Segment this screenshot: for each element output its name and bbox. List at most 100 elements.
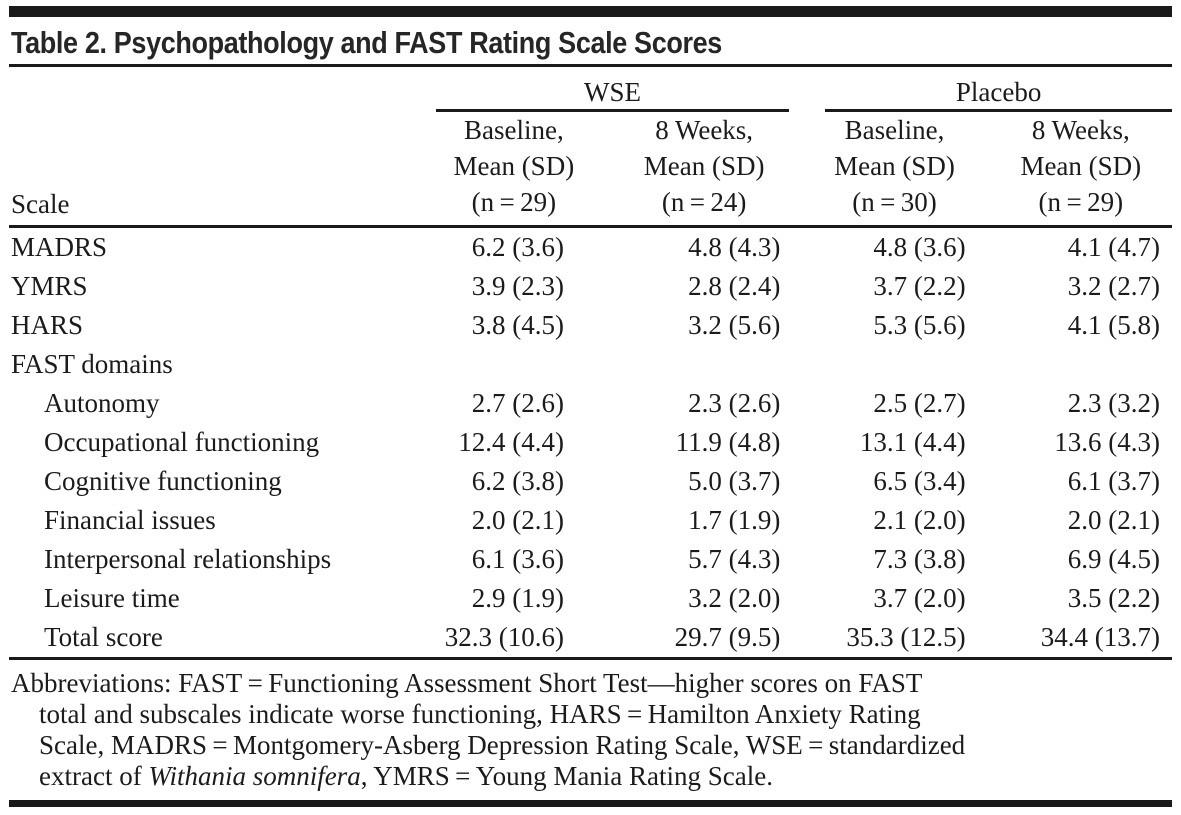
cell-value: 7.3 (3.8) <box>873 544 966 574</box>
table-row: Interpersonal relationships 6.1 (3.6) 5.… <box>9 540 1172 579</box>
column-header-line: Mean (SD) <box>453 151 575 181</box>
cell-value: 2.0 (2.1) <box>471 505 564 535</box>
cell-value: 6.5 (3.4) <box>873 466 966 496</box>
table-row: YMRS 3.9 (2.3) 2.8 (2.4) 3.7 (2.2) 3.2 (… <box>9 267 1172 306</box>
column-header-line: (n = 29) <box>471 187 557 217</box>
column-header-line: (n = 24) <box>661 187 747 217</box>
cell-value: 3.8 (4.5) <box>471 310 564 340</box>
column-header-line: 8 Weeks, <box>1031 115 1130 145</box>
column-header-line: Baseline, <box>844 115 945 145</box>
column-group-placebo: Placebo <box>799 67 1172 112</box>
column-header-line: Mean (SD) <box>643 151 765 181</box>
cell-value: 3.9 (2.3) <box>471 271 564 301</box>
column-header-wse-baseline: Baseline, Mean (SD) (n = 29) <box>419 112 609 227</box>
column-group-wse-label: WSE <box>435 75 790 112</box>
cell-value: 2.7 (2.6) <box>471 388 564 418</box>
group-header-spacer <box>9 67 419 112</box>
table-row: Occupational functioning 12.4 (4.4) 11.9… <box>9 423 1172 462</box>
column-group-wse: WSE <box>419 67 800 112</box>
column-group-placebo-label: Placebo <box>825 75 1172 112</box>
cell-value: 3.5 (2.2) <box>1067 583 1160 613</box>
bottom-rule <box>9 800 1172 807</box>
cell-value <box>990 345 1172 384</box>
row-label: MADRS <box>11 232 108 262</box>
column-header-line: (n = 30) <box>852 187 937 217</box>
cell-value: 6.9 (4.5) <box>1067 544 1160 574</box>
column-header-row: Scale Baseline, Mean (SD) (n = 29) 8 Wee… <box>9 112 1172 227</box>
table-row: Financial issues 2.0 (2.1) 1.7 (1.9) 2.1… <box>9 501 1172 540</box>
cell-value: 3.7 (2.2) <box>873 271 966 301</box>
cell-value: 2.3 (3.2) <box>1067 388 1160 418</box>
table-row: Leisure time 2.9 (1.9) 3.2 (2.0) 3.7 (2.… <box>9 579 1172 618</box>
table-row: Autonomy 2.7 (2.6) 2.3 (2.6) 2.5 (2.7) 2… <box>9 384 1172 423</box>
table-row: Total score 32.3 (10.6) 29.7 (9.5) 35.3 … <box>9 618 1172 659</box>
row-label: YMRS <box>11 271 88 301</box>
cell-value: 2.1 (2.0) <box>873 505 966 535</box>
column-header-line: Mean (SD) <box>834 151 955 181</box>
cell-value: 5.3 (5.6) <box>873 310 966 340</box>
table-row: MADRS 6.2 (3.6) 4.8 (4.3) 4.8 (3.6) 4.1 … <box>9 227 1172 268</box>
cell-value: 4.1 (5.8) <box>1067 310 1160 340</box>
column-header-placebo-baseline: Baseline, Mean (SD) (n = 30) <box>799 112 989 227</box>
footnote-line: total and subscales indicate worse funct… <box>39 699 921 729</box>
row-label: FAST domains <box>11 349 173 379</box>
row-label: Interpersonal relationships <box>44 544 332 574</box>
cell-value: 12.4 (4.4) <box>458 427 564 457</box>
column-header-line: (n = 29) <box>1038 187 1124 217</box>
cell-value <box>419 345 609 384</box>
footnote-text: extract of <box>39 761 149 791</box>
cell-value: 4.8 (4.3) <box>688 232 781 262</box>
column-header-line: Baseline, <box>463 115 564 145</box>
table-row: FAST domains <box>9 345 1172 384</box>
row-label: Total score <box>44 622 163 652</box>
cell-value: 11.9 (4.8) <box>675 427 781 457</box>
footnote-text: , YMRS = Young Mania Rating Scale. <box>360 761 774 791</box>
cell-value: 6.1 (3.7) <box>1067 466 1160 496</box>
cell-value: 13.6 (4.3) <box>1054 427 1160 457</box>
group-header-row: WSE Placebo <box>9 67 1172 112</box>
cell-value: 4.8 (3.6) <box>873 232 966 262</box>
cell-value: 4.1 (4.7) <box>1067 232 1160 262</box>
column-header-line: Mean (SD) <box>1020 151 1142 181</box>
table-title: Table 2. Psychopathology and FAST Rating… <box>11 25 722 60</box>
column-header-placebo-8weeks: 8 Weeks, Mean (SD) (n = 29) <box>990 112 1172 227</box>
cell-value: 2.8 (2.4) <box>688 271 781 301</box>
footnote-species-name: Withania somnifera <box>148 761 361 791</box>
row-label: Leisure time <box>44 583 180 613</box>
cell-value: 5.0 (3.7) <box>688 466 781 496</box>
row-label: Autonomy <box>44 388 160 418</box>
cell-value: 2.0 (2.1) <box>1067 505 1160 535</box>
table-row: HARS 3.8 (4.5) 3.2 (5.6) 5.3 (5.6) 4.1 (… <box>9 306 1172 345</box>
cell-value: 2.5 (2.7) <box>873 388 966 418</box>
column-header-line: 8 Weeks, <box>655 115 754 145</box>
footnote: Abbreviations: FAST = Functioning Assess… <box>9 660 1172 800</box>
scale-column-header: Scale <box>11 189 70 219</box>
top-rule <box>9 6 1172 17</box>
table-row: Cognitive functioning 6.2 (3.8) 5.0 (3.7… <box>9 462 1172 501</box>
cell-value: 1.7 (1.9) <box>688 505 781 535</box>
footnote-line: Abbreviations: FAST = Functioning Assess… <box>11 668 923 698</box>
cell-value: 3.2 (2.0) <box>688 583 781 613</box>
row-label: Financial issues <box>44 505 216 535</box>
cell-value: 3.7 (2.0) <box>873 583 966 613</box>
footnote-line: extract of Withania somnifera, YMRS = Yo… <box>11 761 1170 792</box>
cell-value: 3.2 (5.6) <box>688 310 781 340</box>
cell-value: 35.3 (12.5) <box>846 622 966 652</box>
scores-table: WSE Placebo Scale Baseline, Mean (SD) (n… <box>9 67 1172 660</box>
row-label: Cognitive functioning <box>44 466 282 496</box>
cell-value: 3.2 (2.7) <box>1067 271 1160 301</box>
cell-value: 6.1 (3.6) <box>471 544 564 574</box>
row-label: Occupational functioning <box>44 427 320 457</box>
cell-value: 6.2 (3.8) <box>471 466 564 496</box>
cell-value: 2.9 (1.9) <box>471 583 564 613</box>
table-title-block: Table 2. Psychopathology and FAST Rating… <box>9 17 1172 67</box>
cell-value: 13.1 (4.4) <box>859 427 966 457</box>
cell-value: 5.7 (4.3) <box>688 544 781 574</box>
cell-value <box>799 345 989 384</box>
cell-value: 2.3 (2.6) <box>688 388 781 418</box>
row-label: HARS <box>11 310 84 340</box>
cell-value <box>609 345 799 384</box>
cell-value: 34.4 (13.7) <box>1040 622 1160 652</box>
cell-value: 6.2 (3.6) <box>471 232 564 262</box>
